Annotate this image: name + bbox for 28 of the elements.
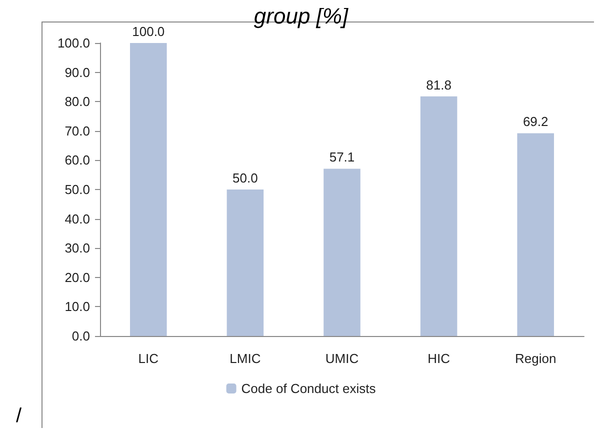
bar: [226, 190, 264, 336]
data-label: 57.1: [329, 150, 355, 165]
data-label: 100.0: [132, 24, 165, 39]
y-tick-label: 80.0: [64, 94, 90, 110]
x-tick-label: UMIC: [325, 351, 359, 366]
bar: [517, 133, 554, 336]
y-tick-label: 70.0: [64, 123, 90, 138]
data-label: 81.8: [426, 77, 452, 92]
y-tick-label: 40.0: [64, 211, 90, 226]
y-tick-label: 20.0: [64, 270, 90, 285]
y-tick-label: 100.0: [57, 36, 90, 50]
legend-label: Code of Conduct exists: [241, 381, 376, 396]
y-tick-label: 10.0: [64, 299, 90, 314]
y-tick-label: 90.0: [64, 64, 90, 80]
x-tick-label: LMIC: [230, 351, 261, 366]
y-tick-label: 50.0: [64, 182, 90, 197]
bar: [130, 43, 167, 336]
text: /: [16, 405, 22, 427]
x-tick-label: Region: [515, 351, 556, 366]
y-tick-label: 0.0: [72, 328, 90, 344]
x-tick-label: HIC: [428, 351, 450, 366]
data-label: 69.2: [522, 114, 548, 130]
y-tick-label: 30.0: [64, 240, 90, 256]
data-label: 50.0: [232, 170, 258, 186]
bar: [420, 96, 458, 336]
x-tick-label: LIC: [138, 351, 159, 366]
bar: [324, 168, 360, 336]
y-tick-label: 60.0: [64, 152, 90, 168]
